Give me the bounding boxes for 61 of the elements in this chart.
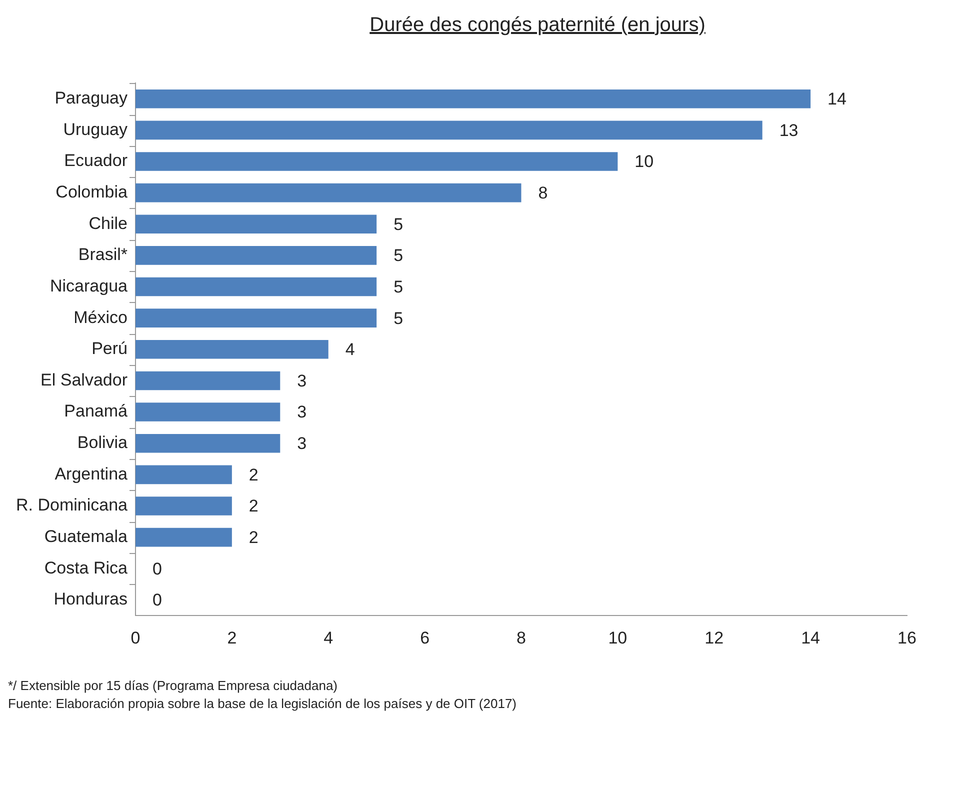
y-tick-label: México	[74, 308, 128, 327]
data-label: 2	[248, 496, 258, 516]
source-note: Fuente: Elaboración propia sobre la base de la legislación de los países y de OIT (2017)	[8, 695, 518, 713]
y-tick-label: Bolivia	[77, 433, 128, 452]
x-tick-label: 14	[801, 628, 820, 648]
data-label: 13	[779, 120, 798, 140]
y-tick-label: R. Dominicana	[16, 496, 128, 515]
bar	[135, 183, 522, 202]
data-label: 2	[248, 465, 258, 484]
y-tick-label: Honduras	[54, 590, 128, 609]
y-tick-label: Paraguay	[54, 88, 128, 108]
bar	[135, 277, 377, 296]
bar	[135, 371, 280, 390]
data-label: 3	[297, 371, 307, 390]
x-tick-label: 2	[227, 628, 237, 648]
text: */ Extensible por 15 días (Programa Empresa ciudadana)	[8, 677, 339, 695]
bar	[135, 120, 762, 140]
chart-title: Durée des congés paternité (en jours)	[368, 14, 706, 37]
data-label: 10	[634, 152, 654, 172]
bar	[135, 340, 328, 359]
x-tick-label: 8	[516, 628, 526, 648]
bar	[135, 214, 377, 234]
data-label: 5	[394, 308, 404, 328]
y-tick-label: Uruguay	[63, 120, 128, 139]
bar	[135, 434, 280, 453]
data-label: 5	[394, 246, 404, 266]
x-tick-label: 0	[130, 628, 140, 648]
y-tick-label: Chile	[88, 214, 128, 233]
y-tick-label: Nicaragua	[50, 276, 128, 296]
x-tick-label: 6	[420, 628, 430, 648]
data-label: 0	[152, 559, 162, 578]
x-tick-label: 10	[608, 628, 628, 648]
y-tick-label: Ecuador	[64, 151, 128, 170]
data-label: 5	[394, 214, 404, 234]
y-tick-label: Colombia	[56, 182, 128, 202]
bar	[135, 89, 811, 108]
x-tick-label: 16	[898, 628, 916, 648]
y-tick-label: El Salvador	[40, 370, 128, 390]
data-label: 5	[394, 277, 404, 296]
bar	[135, 308, 377, 328]
bar	[135, 402, 280, 422]
y-tick-label: Guatemala	[44, 526, 128, 546]
data-label: 8	[538, 184, 548, 202]
data-label: 3	[297, 402, 307, 422]
data-label: 3	[297, 434, 307, 454]
y-tick-label: Costa Rica	[44, 558, 128, 578]
y-tick-label: Perú	[92, 339, 128, 358]
bar	[135, 496, 232, 516]
y-tick-label: Panamá	[64, 402, 128, 421]
x-tick-label: 12	[704, 628, 724, 648]
y-tick-label: Argentina	[54, 464, 128, 484]
y-tick-label: Brasil*	[78, 245, 128, 264]
data-label: 2	[248, 528, 258, 547]
data-label: 14	[828, 90, 846, 109]
x-tick-label: 4	[324, 628, 334, 648]
data-label: 4	[345, 340, 355, 360]
bar	[135, 246, 377, 265]
data-label: 0	[152, 590, 162, 610]
bar	[135, 465, 232, 484]
bar	[135, 152, 618, 171]
bar	[135, 528, 232, 547]
